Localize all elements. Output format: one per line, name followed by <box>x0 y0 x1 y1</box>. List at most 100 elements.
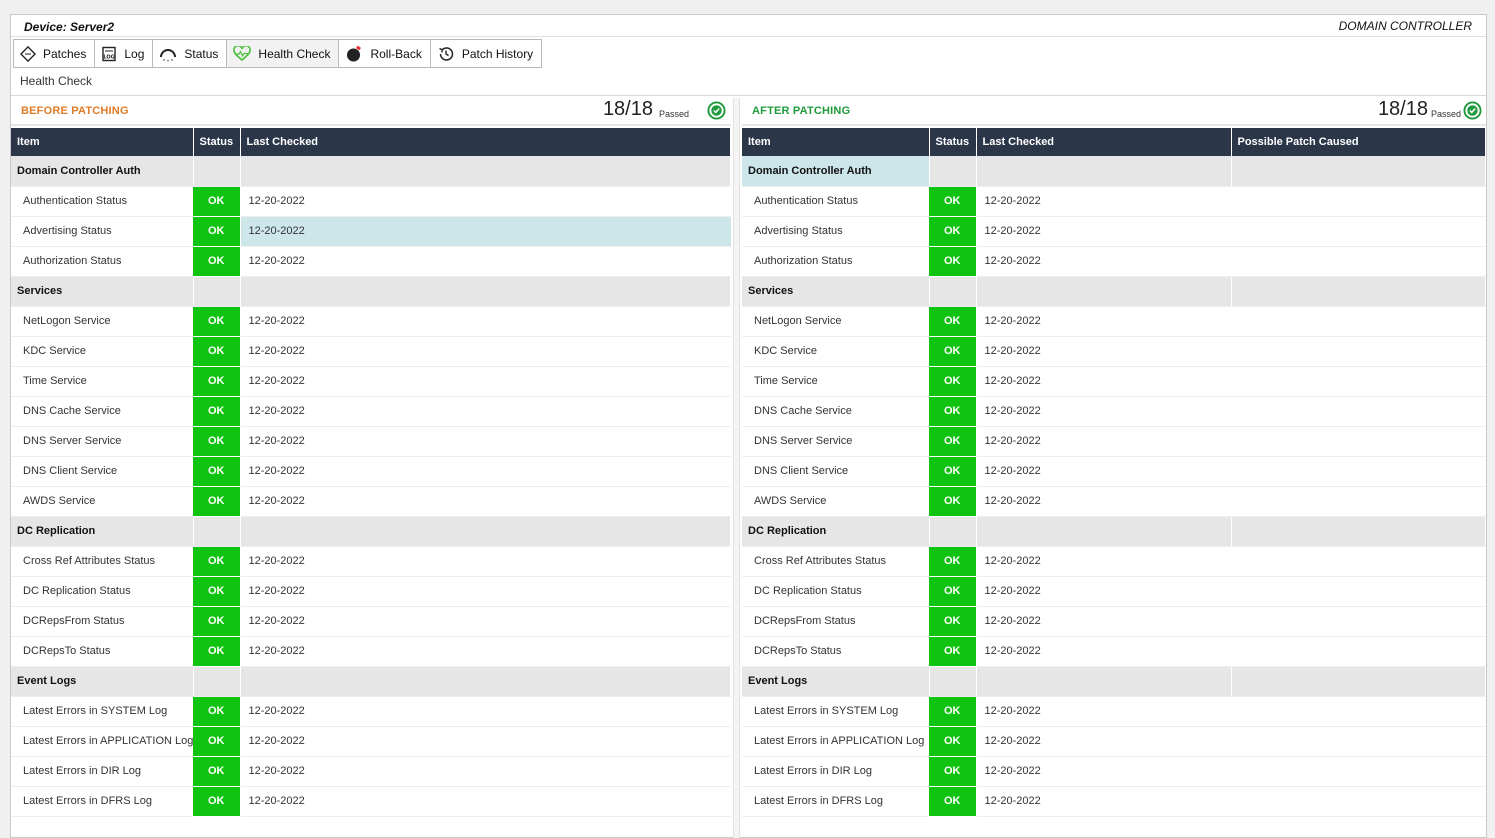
column-header[interactable]: Last Checked <box>240 128 731 156</box>
table-row[interactable]: DNS Cache Service OK 12-20-2022 <box>742 396 1486 427</box>
table-row[interactable]: DNS Server Service OK 12-20-2022 <box>11 426 731 457</box>
item-name: DNS Cache Service <box>742 396 929 427</box>
table-row[interactable]: Authentication Status OK 12-20-2022 <box>742 186 1486 217</box>
group-row[interactable]: Domain Controller Auth <box>742 156 1486 187</box>
possible-patch-cell <box>1231 696 1486 727</box>
group-row[interactable]: Event Logs <box>11 666 731 697</box>
log-button[interactable]: LOG Log <box>95 39 154 68</box>
table-row[interactable]: DC Replication Status OK 12-20-2022 <box>11 576 731 607</box>
before-table-body: Domain Controller Auth Authentication Sta… <box>11 156 731 817</box>
item-name: DNS Client Service <box>11 456 193 487</box>
last-checked-date: 12-20-2022 <box>976 726 1231 757</box>
last-checked-date: 12-20-2022 <box>976 696 1231 727</box>
group-row[interactable]: Domain Controller Auth <box>11 156 731 187</box>
table-row[interactable]: Cross Ref Attributes Status OK 12-20-2022 <box>11 546 731 577</box>
rollback-icon <box>347 45 362 61</box>
table-row[interactable]: DNS Client Service OK 12-20-2022 <box>742 456 1486 487</box>
table-row[interactable]: DNS Client Service OK 12-20-2022 <box>11 456 731 487</box>
table-row[interactable]: DNS Server Service OK 12-20-2022 <box>742 426 1486 457</box>
page-title: Health Check <box>20 74 93 88</box>
group-name: Event Logs <box>742 666 930 697</box>
item-name: DNS Client Service <box>742 456 929 487</box>
table-row[interactable]: Latest Errors in APPLICATION Log OK 12-20-… <box>742 726 1486 757</box>
table-row[interactable]: Latest Errors in DFRS Log OK 12-20-2022 <box>742 786 1486 817</box>
column-header[interactable]: Status <box>193 128 241 156</box>
column-header[interactable]: Possible Patch Caused <box>1231 128 1486 156</box>
last-checked-date: 12-20-2022 <box>240 336 731 367</box>
table-row[interactable]: Authentication Status OK 12-20-2022 <box>11 186 731 217</box>
table-row[interactable]: Advertising Status OK 12-20-2022 <box>11 216 731 247</box>
column-header[interactable]: Item <box>742 128 930 156</box>
table-row[interactable]: NetLogon Service OK 12-20-2022 <box>742 306 1486 337</box>
table-row[interactable]: Cross Ref Attributes Status OK 12-20-2022 <box>742 546 1486 577</box>
table-row[interactable]: Authorization Status OK 12-20-2022 <box>742 246 1486 277</box>
table-row[interactable]: Time Service OK 12-20-2022 <box>742 366 1486 397</box>
table-row[interactable]: Advertising Status OK 12-20-2022 <box>742 216 1486 247</box>
table-row[interactable]: DCRepsFrom Status OK 12-20-2022 <box>742 606 1486 637</box>
table-row[interactable]: Latest Errors in SYSTEM Log OK 12-20-2022 <box>11 696 731 727</box>
table-row[interactable]: DC Replication Status OK 12-20-2022 <box>742 576 1486 607</box>
possible-patch-cell <box>1231 636 1486 667</box>
group-row[interactable]: Services <box>742 276 1486 307</box>
patch-history-label: Patch History <box>461 46 534 61</box>
table-row[interactable]: DCRepsTo Status OK 12-20-2022 <box>742 636 1486 667</box>
table-row[interactable]: Latest Errors in APPLICATION Log OK 12-20-… <box>11 726 731 757</box>
item-name: Latest Errors in SYSTEM Log <box>11 696 193 727</box>
table-row[interactable]: DCRepsFrom Status OK 12-20-2022 <box>11 606 731 637</box>
group-cell <box>976 666 1232 697</box>
group-cell <box>240 156 731 187</box>
table-row[interactable]: NetLogon Service OK 12-20-2022 <box>11 306 731 337</box>
group-row[interactable]: Event Logs <box>742 666 1486 697</box>
group-row[interactable]: DC Replication <box>742 516 1486 547</box>
status-badge: OK <box>929 246 977 277</box>
health-check-button[interactable]: Health Check <box>227 39 340 68</box>
status-badge: OK <box>193 456 241 487</box>
group-cell <box>193 666 241 697</box>
before-health-table: Item Status Last Checked Domain Controll… <box>11 128 731 817</box>
table-row[interactable]: KDC Service OK 12-20-2022 <box>11 336 731 367</box>
item-name: Authorization Status <box>742 246 929 277</box>
column-header[interactable]: Item <box>11 128 194 156</box>
status-badge: OK <box>929 486 977 517</box>
last-checked-date: 12-20-2022 <box>976 546 1231 577</box>
table-row[interactable]: Latest Errors in DIR Log OK 12-20-2022 <box>742 756 1486 787</box>
table-row[interactable]: DCRepsTo Status OK 12-20-2022 <box>11 636 731 667</box>
item-name: Latest Errors in APPLICATION Log <box>11 726 193 757</box>
table-row[interactable]: Latest Errors in SYSTEM Log OK 12-20-2022 <box>742 696 1486 727</box>
patches-button[interactable]: Patches <box>13 39 96 68</box>
table-row[interactable]: AWDS Service OK 12-20-2022 <box>11 486 731 517</box>
table-row[interactable]: Authorization Status OK 12-20-2022 <box>11 246 731 277</box>
column-header[interactable]: Status <box>929 128 977 156</box>
status-badge: OK <box>929 576 977 607</box>
status-button[interactable]: Status <box>153 39 228 68</box>
table-row[interactable]: AWDS Service OK 12-20-2022 <box>742 486 1486 517</box>
last-checked-date: 12-20-2022 <box>976 216 1231 247</box>
last-checked-date: 12-20-2022 <box>240 786 731 817</box>
rollback-button[interactable]: Roll-Back <box>339 39 431 68</box>
log-icon: LOG <box>102 46 117 61</box>
patches-label: Patches <box>43 46 87 61</box>
item-name: Latest Errors in DIR Log <box>11 756 193 787</box>
panel-splitter[interactable] <box>733 98 740 838</box>
item-name: DCRepsFrom Status <box>742 606 929 637</box>
possible-patch-cell <box>1231 396 1486 427</box>
status-badge: OK <box>193 786 241 817</box>
table-row[interactable]: DNS Cache Service OK 12-20-2022 <box>11 396 731 427</box>
group-cell <box>929 666 977 697</box>
history-icon <box>439 46 454 61</box>
patch-history-button[interactable]: Patch History <box>430 39 543 68</box>
table-row[interactable]: KDC Service OK 12-20-2022 <box>742 336 1486 367</box>
group-row[interactable]: DC Replication <box>11 516 731 547</box>
after-score: 18/18 <box>1377 98 1428 120</box>
last-checked-date: 12-20-2022 <box>976 246 1231 277</box>
possible-patch-cell <box>1231 246 1486 277</box>
table-row[interactable]: Latest Errors in DFRS Log OK 12-20-2022 <box>11 786 731 817</box>
table-row[interactable]: Time Service OK 12-20-2022 <box>11 366 731 397</box>
column-header[interactable]: Last Checked <box>976 128 1232 156</box>
table-row[interactable]: Latest Errors in DIR Log OK 12-20-2022 <box>11 756 731 787</box>
status-badge: OK <box>193 636 241 667</box>
status-badge: OK <box>193 606 241 637</box>
last-checked-date: 12-20-2022 <box>976 786 1231 817</box>
status-badge: OK <box>193 336 241 367</box>
group-row[interactable]: Services <box>11 276 731 307</box>
